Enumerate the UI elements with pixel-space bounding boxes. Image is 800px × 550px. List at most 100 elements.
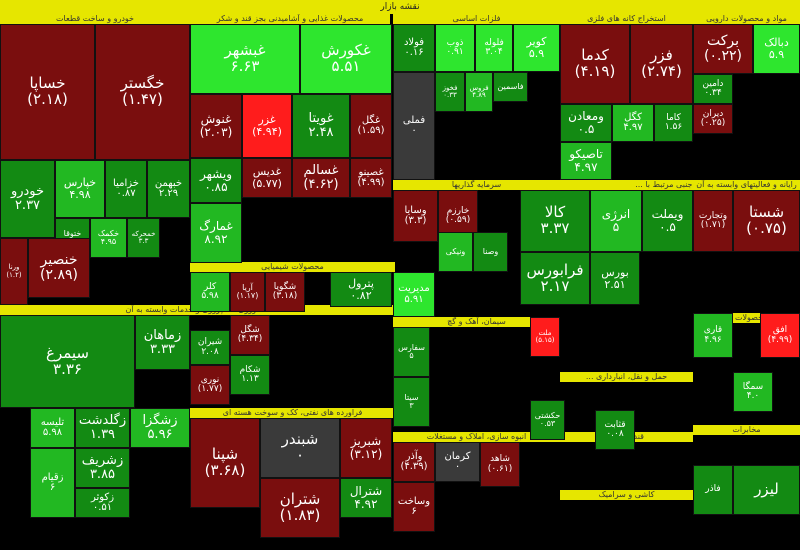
stock-tile[interactable]: وساخت ۶ — [393, 482, 435, 532]
stock-tile[interactable]: ونیکی — [438, 232, 473, 272]
stock-tile[interactable]: شتران (۱.۸۳) — [260, 478, 340, 538]
stock-change: (۰.۲۵) — [700, 118, 726, 128]
stock-tile[interactable]: سمگا ۴.۰ — [733, 372, 773, 412]
stock-tile[interactable]: فروس ۴.۸۹ — [465, 72, 493, 112]
stock-tile[interactable]: ملت (۵.۱۵) — [530, 317, 560, 357]
stock-tile[interactable]: غزر (۴.۹۴) — [242, 94, 292, 158]
stock-tile[interactable]: ومعادن ۰.۵ — [560, 104, 612, 142]
stock-tile[interactable]: کدما (۴.۱۹) — [560, 24, 630, 104]
stock-tile[interactable]: فرابورس ۲.۱۷ — [520, 252, 590, 305]
stock-tile[interactable]: قثابت ۰.۰۸ — [595, 410, 635, 450]
stock-tile[interactable]: دامین ۰.۳۴ — [693, 74, 733, 104]
stock-tile[interactable]: ویشهر ۰.۸۵ — [190, 158, 242, 203]
stock-tile[interactable]: فخوز ۰.۳۳ — [435, 72, 465, 112]
stock-tile[interactable]: انرژی ۵ — [590, 190, 642, 252]
stock-tile[interactable]: دیران (۰.۲۵) — [693, 104, 733, 134]
stock-tile[interactable]: برکت (۰.۲۲) — [693, 24, 753, 74]
stock-tile[interactable]: بورس ۲.۵۱ — [590, 252, 640, 305]
stock-tile[interactable]: حکشتی ۰.۵۳ — [530, 400, 565, 440]
stock-tile[interactable]: وآذر (۴.۳۹) — [393, 442, 435, 482]
stock-tile[interactable]: کرمان ۰ — [435, 442, 480, 482]
stock-tile[interactable]: زشگزا ۵.۹۶ — [130, 408, 190, 448]
stock-tile[interactable]: کالا ۳.۳۷ — [520, 190, 590, 252]
stock-tile[interactable]: کویر ۵.۹ — [513, 24, 560, 72]
stock-tile[interactable]: سفارس ۵ — [393, 327, 430, 377]
stock-tile[interactable]: زگلدشت ۱.۳۹ — [75, 408, 130, 448]
stock-tile[interactable]: فاذر — [693, 465, 733, 515]
stock-tile[interactable]: کلر ۵.۹۸ — [190, 272, 230, 312]
stock-symbol: ورنا — [8, 263, 20, 272]
stock-tile[interactable]: غصینو (۴.۹۹) — [350, 158, 392, 198]
stock-change: ۸.۹۲ — [204, 232, 228, 246]
stock-tile[interactable]: شستا (۰.۷۵) — [733, 190, 800, 252]
stock-tile[interactable]: غمارگ ۸.۹۲ — [190, 203, 242, 263]
stock-tile[interactable]: غگل (۱.۵۹) — [350, 94, 392, 158]
stock-tile[interactable]: شبندر ۰ — [260, 418, 340, 478]
stock-tile[interactable]: زماهان ۳.۳۳ — [135, 315, 190, 370]
stock-tile[interactable]: قاری ۴.۹۶ — [693, 313, 733, 358]
stock-tile[interactable]: زکوثر ۰.۵۱ — [75, 488, 130, 518]
stock-tile[interactable]: خنصیر (۲.۸۹) — [28, 238, 90, 298]
stock-tile[interactable]: وسایا (۳.۳) — [393, 190, 438, 242]
stock-tile[interactable]: کگل ۴.۹۷ — [612, 104, 654, 142]
stock-tile[interactable]: ویملت ۰.۵ — [642, 190, 693, 252]
stock-tile[interactable]: ذوب ۰.۹۱ — [435, 24, 475, 72]
stock-tile[interactable]: خودرو ۲.۳۷ — [0, 160, 55, 238]
stock-tile[interactable]: شیران ۲.۰۸ — [190, 330, 230, 365]
stock-tile[interactable]: مدیریت ۵.۹۱ — [393, 272, 435, 317]
stock-tile[interactable]: خمحرکه ۳.۳ — [127, 218, 160, 258]
stock-tile[interactable]: تاصیکو ۴.۹۷ — [560, 142, 612, 180]
stock-tile[interactable]: غویتا ۲.۴۸ — [292, 94, 350, 158]
stock-tile[interactable]: شگل (۴.۳۴) — [230, 315, 270, 355]
stock-change: (۴.۱۹) — [574, 62, 616, 80]
stock-tile[interactable]: لیزر — [733, 465, 800, 515]
stock-tile[interactable]: آریا (۱.۱۷) — [230, 272, 265, 312]
stock-symbol: خمحرکه — [131, 229, 156, 238]
stock-tile[interactable]: افق (۴.۹۹) — [760, 313, 800, 358]
stock-tile[interactable]: کاما ۱.۵۶ — [654, 104, 693, 142]
stock-tile[interactable]: تلیسه ۵.۹۸ — [30, 408, 75, 448]
stock-tile[interactable]: فاسمین — [493, 72, 528, 102]
sector-title: مخابرات — [693, 425, 800, 435]
stock-tile[interactable]: سیمرغ ۳.۳۶ — [0, 315, 135, 408]
stock-tile[interactable]: فزر (۲.۷۴) — [630, 24, 693, 104]
stock-tile[interactable]: سیتا ۳ — [393, 377, 430, 427]
stock-tile[interactable]: خزامیا ۰.۸۷ — [105, 160, 147, 218]
stock-symbol: غمارگ — [199, 219, 233, 234]
stock-tile[interactable]: نوری (۱.۷۷) — [190, 365, 230, 405]
stock-tile[interactable]: غدیس (۵.۷۷) — [242, 158, 292, 198]
stock-tile[interactable]: زقیام ۶ — [30, 448, 75, 518]
stock-tile[interactable]: خساپا (۲.۱۸) — [0, 24, 95, 160]
stock-tile[interactable]: وصنا — [473, 232, 508, 272]
stock-tile[interactable]: خپارس ۴.۹۸ — [55, 160, 105, 218]
stock-tile[interactable]: شبریز (۳.۱۲) — [340, 418, 392, 478]
stock-tile[interactable]: زشریف ۳.۸۵ — [75, 448, 130, 488]
stock-symbol: کدما — [581, 46, 609, 65]
sector-title: خودرو و ساخت قطعات — [0, 14, 190, 24]
stock-tile[interactable]: وتجارت (۱.۷۱) — [693, 190, 733, 252]
stock-tile[interactable]: غکورش ۵.۵۱ — [300, 24, 392, 94]
stock-tile[interactable]: پترول ۰.۸۲ — [330, 272, 392, 307]
stock-symbol: شگل — [240, 324, 260, 335]
stock-tile[interactable]: شپنا (۳.۶۸) — [190, 418, 260, 508]
stock-tile[interactable]: خبهمن ۲.۲۹ — [147, 160, 190, 218]
stock-tile[interactable]: شگویا (۳.۱۸) — [265, 272, 305, 312]
stock-tile[interactable]: فملی ۰ — [393, 72, 435, 180]
stock-symbol: وصنا — [482, 246, 499, 256]
stock-tile[interactable]: غبشهر ۶.۶۳ — [190, 24, 300, 94]
stock-tile[interactable]: غسالم (۴.۶۲) — [292, 158, 350, 198]
stock-tile[interactable]: شاهد (۰.۶۱) — [480, 442, 520, 487]
stock-tile[interactable]: فلوله ۳.۰۴ — [475, 24, 513, 72]
stock-tile[interactable]: خکمک ۴.۹۵ — [90, 218, 127, 258]
stock-tile[interactable]: غنوش (۲.۰۳) — [190, 94, 242, 158]
stock-tile[interactable]: شترال ۴.۹۲ — [340, 478, 392, 518]
stock-symbol: پترول — [348, 276, 374, 290]
stock-tile[interactable]: ورنا (۱.۲) — [0, 238, 28, 305]
stock-tile[interactable]: فولاد ۰.۱۶ — [393, 24, 435, 72]
stock-tile[interactable]: دبالک ۵.۹ — [753, 24, 800, 74]
stock-symbol: نوری — [200, 374, 220, 385]
stock-symbol: ویملت — [651, 207, 684, 222]
stock-symbol: ونیکی — [445, 246, 466, 256]
stock-tile[interactable]: خگستر (۱.۴۷) — [95, 24, 190, 160]
stock-tile[interactable]: شکام ۱.۱۳ — [230, 355, 270, 395]
